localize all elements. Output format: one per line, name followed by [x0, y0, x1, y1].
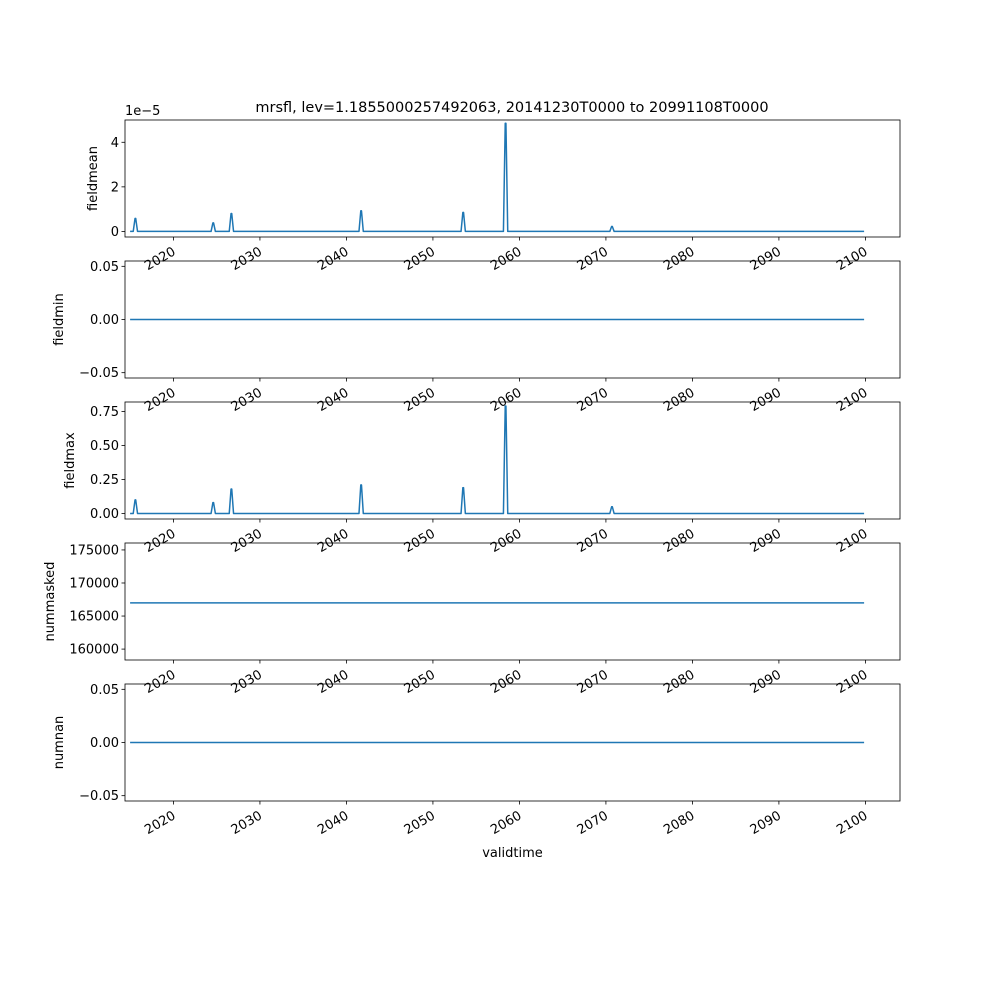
y-tick-label-nummasked-0: 160000: [69, 643, 119, 658]
y-tick-label-numnan-2: 0.05: [90, 683, 119, 698]
spike-point-fieldmax-2: [230, 488, 233, 490]
y-tick-label-fieldmin-2: 0.05: [90, 260, 119, 275]
y-tick-label-nummasked-3: 175000: [69, 543, 119, 558]
y-tick-label-numnan-1: 0.00: [90, 736, 119, 751]
y-tick-label-fieldmean-1: 2: [111, 180, 119, 195]
figure-title: mrsfl, lev=1.1855000257492063, 20141230T…: [255, 100, 768, 116]
y-axis-label-fieldmean: fieldmean: [86, 146, 101, 211]
spike-point-fieldmean-4: [462, 211, 465, 214]
spike-point-fieldmean-3: [360, 210, 362, 212]
y-tick-label-fieldmean-0: 0: [111, 225, 119, 240]
spike-point-fieldmean-5: [504, 122, 507, 125]
spike-point-fieldmax-1: [212, 501, 215, 504]
y-tick-label-fieldmax-2: 0.50: [90, 439, 119, 454]
y-tick-label-fieldmax-1: 0.25: [90, 473, 119, 488]
y-axis-label-fieldmax: fieldmax: [63, 432, 78, 489]
spike-point-fieldmax-5: [504, 405, 507, 407]
y-axis-label-nummasked: nummasked: [43, 562, 58, 642]
y-axis-label-numnan: numnan: [52, 716, 67, 770]
y-tick-label-fieldmin-1: 0.00: [90, 313, 119, 328]
y-tick-label-fieldmin-0: −0.05: [79, 366, 119, 381]
spike-point-fieldmax-0: [134, 499, 137, 501]
y-offset-text-fieldmean: 1e−5: [125, 104, 160, 119]
spike-point-fieldmax-4: [462, 486, 465, 489]
axes-frame-nummasked: [124, 542, 901, 661]
y-tick-label-nummasked-2: 170000: [69, 576, 119, 591]
spike-point-fieldmean-2: [230, 212, 233, 215]
spike-point-fieldmean-1: [212, 222, 215, 224]
axes-frame-fieldmean: [124, 119, 901, 238]
y-tick-label-fieldmax-3: 0.75: [90, 405, 119, 420]
y-axis-label-fieldmin: fieldmin: [52, 293, 67, 346]
spike-point-fieldmean-6: [611, 225, 613, 228]
y-tick-label-fieldmax-0: 0.00: [90, 507, 119, 522]
spike-point-fieldmax-6: [611, 505, 613, 508]
y-tick-label-fieldmean-2: 4: [111, 136, 119, 151]
y-tick-label-nummasked-1: 165000: [69, 610, 119, 625]
x-axis-label: validtime: [482, 846, 543, 861]
spike-point-fieldmax-3: [360, 484, 362, 486]
spike-point-fieldmean-0: [134, 217, 137, 220]
y-tick-label-numnan-0: −0.05: [79, 789, 119, 804]
axes-frame-fieldmax: [124, 401, 901, 520]
